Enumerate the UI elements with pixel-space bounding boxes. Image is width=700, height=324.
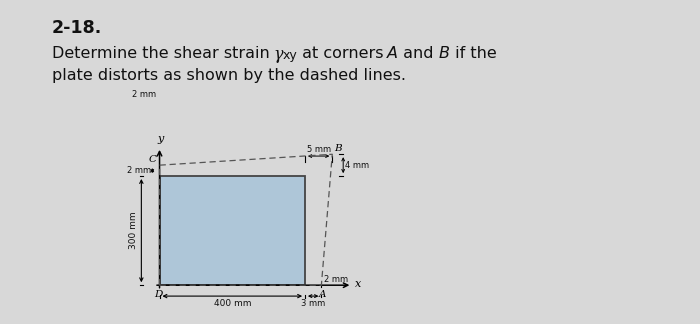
Text: 3 mm: 3 mm	[301, 299, 326, 308]
Text: 2 mm: 2 mm	[324, 275, 349, 284]
Polygon shape	[160, 176, 305, 285]
Text: 2 mm: 2 mm	[127, 166, 150, 175]
Text: A: A	[318, 290, 326, 299]
Text: B: B	[334, 144, 342, 153]
Text: 2 mm: 2 mm	[132, 90, 156, 99]
Text: 400 mm: 400 mm	[214, 299, 251, 308]
Text: 300 mm: 300 mm	[129, 212, 138, 249]
Text: 2-18.: 2-18.	[52, 19, 102, 37]
Text: x: x	[355, 280, 361, 289]
Text: xy: xy	[283, 49, 298, 62]
Text: and: and	[398, 46, 439, 61]
Text: y: y	[158, 134, 164, 144]
Text: if the: if the	[449, 46, 496, 61]
Text: 5 mm: 5 mm	[307, 145, 330, 154]
Text: 4 mm: 4 mm	[345, 161, 369, 170]
Text: D: D	[154, 290, 162, 299]
Text: γ: γ	[273, 46, 283, 63]
Text: A: A	[387, 46, 398, 61]
Text: B: B	[439, 46, 449, 61]
Text: plate distorts as shown by the dashed lines.: plate distorts as shown by the dashed li…	[52, 68, 406, 83]
Text: at corners: at corners	[298, 46, 387, 61]
Text: Determine the shear strain: Determine the shear strain	[52, 46, 273, 61]
Text: C: C	[148, 155, 157, 164]
